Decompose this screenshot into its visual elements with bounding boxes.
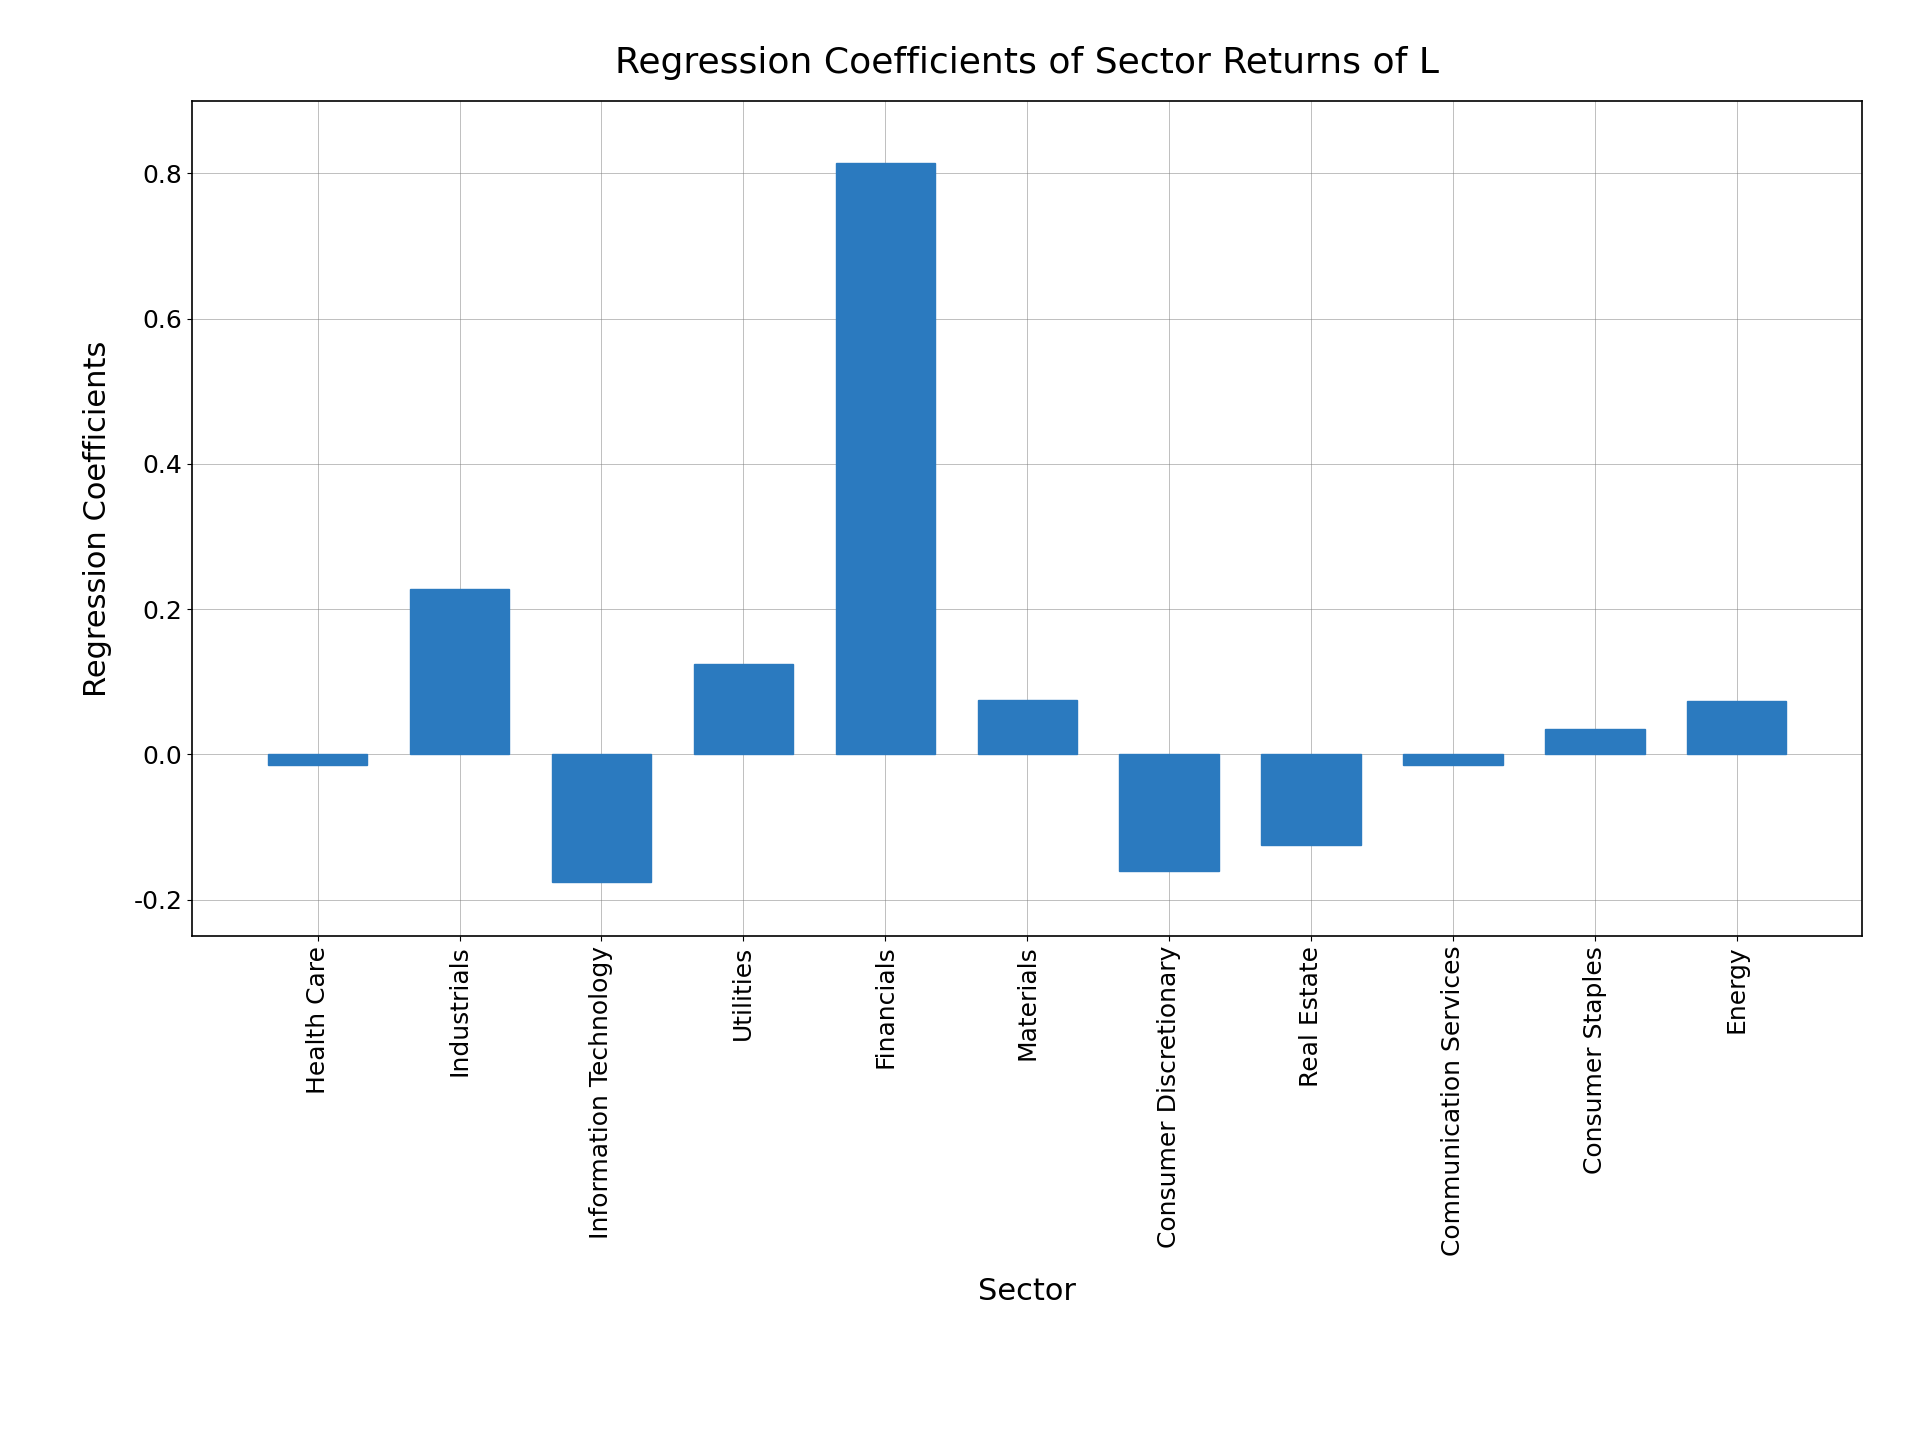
Title: Regression Coefficients of Sector Returns of L: Regression Coefficients of Sector Return… — [614, 46, 1440, 81]
Bar — [835, 163, 935, 755]
Bar — [1546, 729, 1645, 755]
Y-axis label: Regression Coefficients: Regression Coefficients — [83, 340, 113, 697]
Bar — [551, 755, 651, 881]
Bar — [693, 664, 793, 755]
Bar — [269, 755, 367, 765]
X-axis label: Sector: Sector — [977, 1277, 1077, 1306]
Bar — [1688, 701, 1786, 755]
Bar — [977, 700, 1077, 755]
Bar — [1261, 755, 1361, 845]
Bar — [1404, 755, 1503, 765]
Bar — [409, 589, 509, 755]
Bar — [1119, 755, 1219, 871]
